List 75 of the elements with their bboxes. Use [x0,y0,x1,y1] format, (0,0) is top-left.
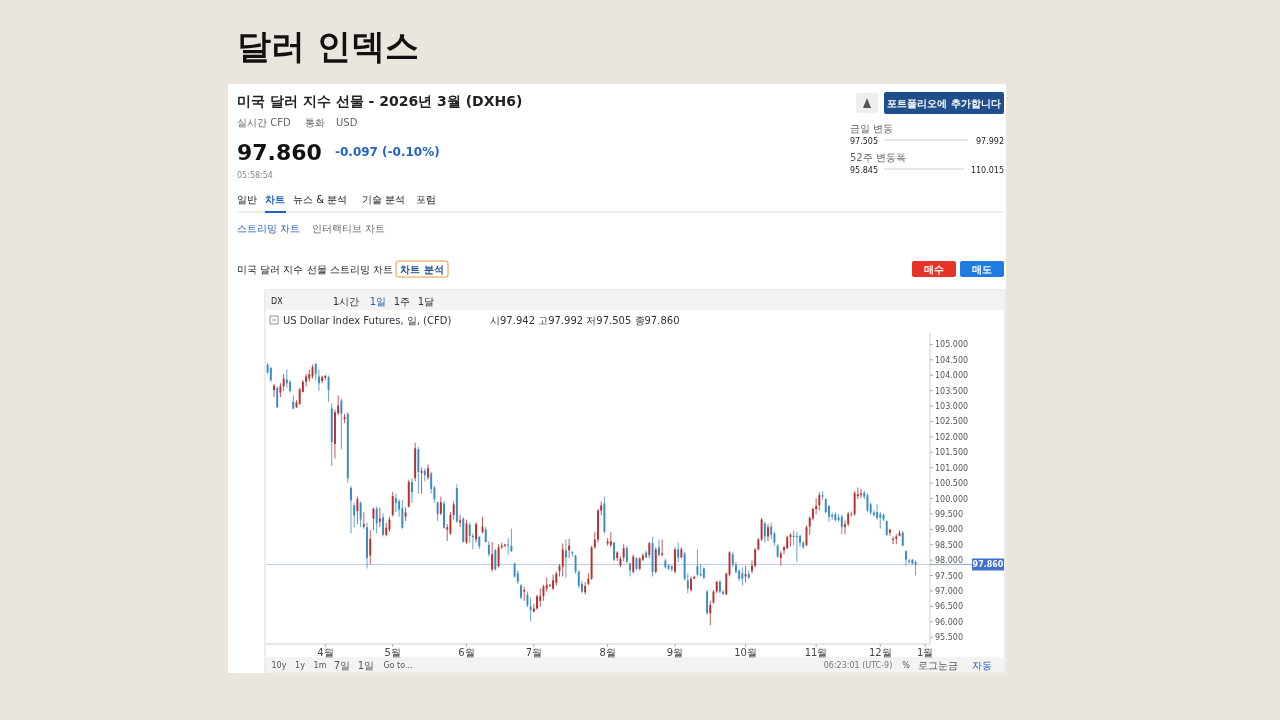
x-tick-label: 11월 [804,647,828,658]
y-tick-label: 104.000 [935,371,969,381]
text: 달러 인덱스 [237,26,419,66]
text: 인터랙티브 차트 [312,223,386,234]
text: 로그눈금 [918,660,958,671]
text: Go to... [383,661,413,670]
candlestick [507,537,510,556]
text: 스트리밍 차트 [237,223,301,234]
text: 매수 [924,264,944,275]
text: 차트 [265,194,285,205]
text: 1일 [369,296,387,307]
y-tick-label: 105.000 [935,340,969,350]
text: 포트폴리오에 추가합니다 [887,98,1001,109]
text: 기술 분석 [362,194,406,205]
y-tick-label: 103.500 [935,386,969,396]
x-tick-label: 4월 [317,647,334,658]
text: 97.505 [850,137,878,146]
text: 일반 [237,194,257,205]
text: 금일 변동 [850,123,894,134]
chart-title: US Dollar Index Futures, 일, (CFD) [283,315,452,326]
y-tick-label: 101.000 [935,463,969,473]
x-tick-label: 1월 [917,647,934,658]
text: 52주 변동폭 [850,152,906,163]
ref-line-label: 97.860 [972,560,1004,570]
y-tick-label: 98.500 [935,540,963,550]
text: 통화 [305,117,325,128]
y-tick-label: 97.500 [935,571,963,581]
x-tick-label: 10월 [734,647,757,658]
y-tick-label: 99.500 [935,509,963,519]
text: 뉴스 & 분석 [293,194,348,205]
y-tick-label: 97.000 [935,586,963,596]
text: 미국 달러 지수 선물 - 2026년 3월 (DXH6) [237,93,523,109]
text: 매도 [972,264,992,275]
x-tick-label: 6월 [458,647,475,658]
text: USD [336,117,358,128]
text: 97.860 [237,140,322,165]
y-tick-label: 100.500 [935,479,969,489]
text: 1주 [393,296,411,307]
y-tick-label: 99.000 [935,525,963,535]
x-tick-label: 8월 [599,647,616,658]
text: -0.097 (-0.10%) [335,145,440,159]
text: DX [271,297,284,306]
text: 포럼 [416,194,436,205]
y-tick-label: 96.000 [935,617,963,627]
text: 7일 [333,660,351,671]
text: 05:58:54 [237,171,273,180]
x-tick-label: 5월 [384,647,401,658]
y-tick-label: 104.500 [935,355,969,365]
text: 1달 [417,296,435,307]
y-tick-label: 98.000 [935,556,963,566]
y-tick-label: 102.000 [935,432,969,442]
text: 1m [313,661,327,670]
text: 실시간 CFD [237,117,291,128]
x-tick-label: 9월 [666,647,684,658]
y-tick-label: 102.500 [935,417,969,427]
x-tick-label: 12월 [868,647,892,658]
y-tick-label: 100.000 [935,494,969,504]
y-tick-label: 95.500 [935,633,963,643]
text: 97.992 [976,137,1004,146]
y-tick-label: 101.500 [935,448,969,458]
text: 자동 [972,660,992,671]
text: % [902,661,911,670]
text: 1일 [357,660,375,671]
text: 95.845 [850,166,878,175]
chart-subtitle: 시97.942 고97.992 저97.505 종97.860 [490,315,680,326]
y-tick-label: 103.000 [935,402,969,412]
text: 1y [295,661,306,670]
text: 06:23:01 (UTC-9) [823,661,893,670]
text: 10y [271,661,287,670]
text: 미국 달러 지수 선물 스트리밍 차트 [237,264,393,275]
x-tick-label: 7월 [525,647,543,658]
y-tick-label: 96.500 [935,602,963,612]
text: 1시간 [332,296,360,307]
text: 110.015 [970,166,1004,175]
text: 차트 분석 [400,264,444,275]
